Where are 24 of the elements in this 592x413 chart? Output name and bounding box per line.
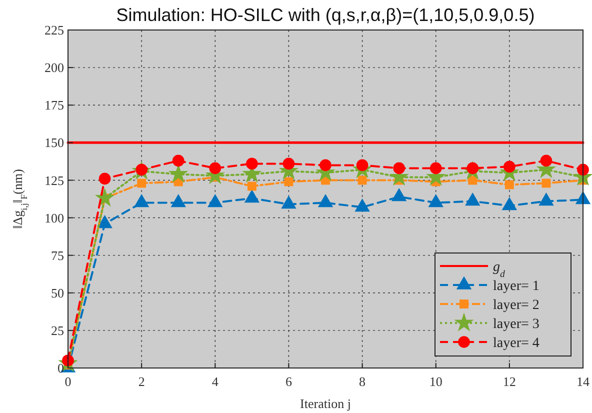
x-tick-label: 2	[138, 374, 145, 389]
y-tick-label: 50	[51, 285, 64, 300]
y-tick-label: 225	[44, 22, 64, 38]
y-tick-label: 25	[51, 322, 64, 338]
x-tick-label: 12	[502, 374, 516, 389]
y-tick-label: 175	[44, 98, 64, 113]
x-tick-label: 6	[285, 374, 292, 389]
y-tick-label: 150	[44, 135, 64, 150]
y-tick-label: 125	[44, 172, 64, 188]
x-tick-label: 8	[359, 374, 366, 389]
legend-label: layer= 1	[493, 278, 540, 294]
y-tick-label: 0	[58, 360, 64, 376]
x-tick-label: 10	[429, 374, 442, 389]
y-tick-label: 75	[51, 248, 64, 263]
legend-label: layer= 2	[493, 298, 540, 313]
legend-label: layer= 4	[493, 336, 540, 351]
chart-title: Simulation: HO-SILC with (q,s,r,α,β)=(1,10,5,0.9,0.5)	[116, 5, 535, 25]
x-tick-label: 14	[576, 374, 590, 389]
legend-label: layer= 3	[493, 316, 540, 332]
y-tick-label: 200	[44, 60, 64, 76]
x-tick-label: 4	[212, 374, 219, 389]
y-tick-label: 100	[44, 210, 64, 226]
legend-label: g$_{d}$	[493, 260, 505, 280]
x-axis-title: Iteration j	[300, 396, 351, 411]
